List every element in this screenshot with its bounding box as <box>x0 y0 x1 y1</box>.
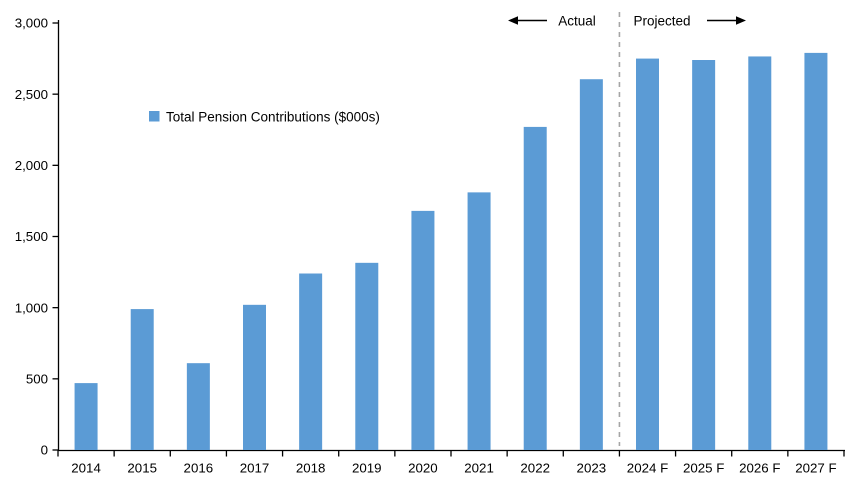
bar-2017 <box>243 304 266 450</box>
y-axis: 0 500 1,000 1,500 2,000 2,500 3,000 <box>15 16 60 458</box>
bar-2024-f <box>636 58 659 450</box>
bar-2020 <box>411 210 435 450</box>
annotation-projected: Projected <box>633 14 746 29</box>
bar-2016 <box>186 363 210 450</box>
x-category-label: 2025 F <box>683 461 724 476</box>
y-tick-label: 3,000 <box>15 16 48 31</box>
y-tick-label: 1,500 <box>15 229 48 244</box>
bar-2027-f <box>804 52 828 450</box>
bar-2026-f <box>748 56 772 450</box>
bar-2014 <box>74 383 98 450</box>
x-category-label: 2019 <box>352 461 382 476</box>
bar-2022 <box>523 126 547 451</box>
y-tick-label: 1,000 <box>15 300 48 315</box>
x-category-label: 2014 <box>71 461 101 476</box>
actual-label: Actual <box>558 14 596 29</box>
x-category-label: 2015 <box>127 461 157 476</box>
y-tick-label: 2,000 <box>15 158 48 173</box>
y-tick-label: 500 <box>26 371 48 386</box>
x-category-label: 2022 <box>520 461 550 476</box>
bar-2025-f <box>692 60 716 451</box>
bar-2019 <box>355 262 379 450</box>
x-category-label: 2020 <box>408 461 438 476</box>
arrow-right-icon <box>707 16 746 25</box>
legend: Total Pension Contributions ($000s) <box>149 110 380 125</box>
bar-2021 <box>467 192 491 451</box>
projected-label: Projected <box>633 14 690 29</box>
bar-series <box>74 52 828 451</box>
x-category-label: 2023 <box>577 461 607 476</box>
arrow-left-icon <box>508 16 547 25</box>
x-category-label: 2017 <box>240 461 270 476</box>
x-category-label: 2024 F <box>627 461 668 476</box>
x-axis: 2014 2015 2016 2017 2018 2019 2020 2021 2022 2023… <box>57 449 845 476</box>
annotation-actual: Actual <box>508 14 596 29</box>
legend-marker-icon <box>149 111 160 122</box>
x-category-label: 2027 F <box>795 461 836 476</box>
bar-2023 <box>579 79 603 450</box>
x-category-label: 2021 <box>464 461 494 476</box>
y-tick-label: 2,500 <box>15 87 48 102</box>
y-tick-label: 0 <box>41 443 48 458</box>
legend-label: Total Pension Contributions ($000s) <box>166 110 380 125</box>
x-category-label: 2016 <box>184 461 214 476</box>
bar-2018 <box>299 273 323 450</box>
bar-2015 <box>130 309 154 450</box>
x-category-label: 2018 <box>296 461 326 476</box>
x-category-label: 2026 F <box>739 461 780 476</box>
